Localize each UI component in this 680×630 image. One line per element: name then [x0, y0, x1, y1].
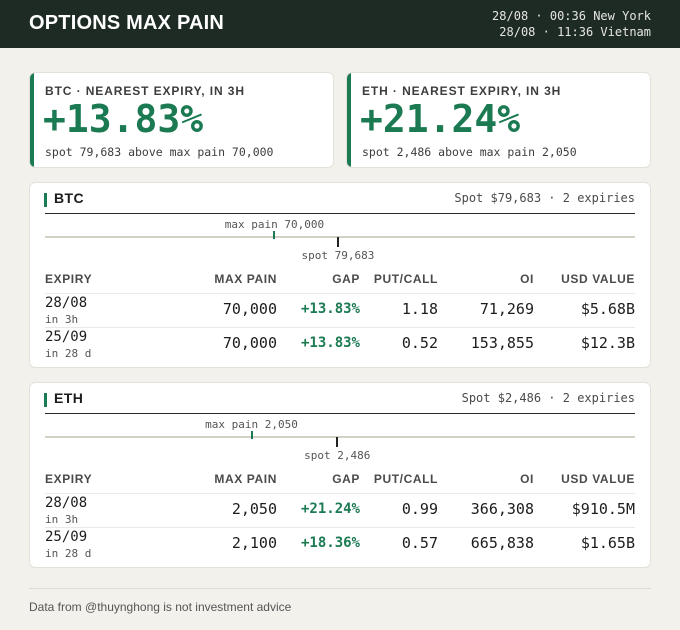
- panel-accent-bar: [44, 193, 47, 207]
- divider: [45, 213, 635, 214]
- time-vietnam: 28/08 · 11:36 Vietnam: [499, 25, 651, 39]
- price-scale: max pain 70,000 spot 79,683: [45, 217, 635, 265]
- time-new-york: 28/08 · 00:36 New York: [492, 9, 651, 23]
- disclaimer: Data from @thuynghong is not investment …: [29, 600, 292, 614]
- oi-value: 153,855: [470, 334, 534, 352]
- col-put-call: PUT/CALL: [373, 472, 438, 486]
- usd-value: $5.68B: [580, 300, 635, 318]
- col-oi: OI: [520, 272, 534, 286]
- col-expiry: EXPIRY: [45, 272, 93, 286]
- gap-value: +21.24%: [300, 501, 360, 517]
- clock-readout: 28/08 · 00:36 New York 28/08 · 11:36 Vie…: [492, 8, 651, 40]
- expiry-date: 28/08: [45, 495, 88, 511]
- summary-description: spot 2,486 above max pain 2,050: [362, 145, 577, 159]
- spot-marker: [336, 237, 339, 247]
- summary-card-eth: ETH · NEAREST EXPIRY, IN 3H +21.24% spot…: [346, 72, 651, 168]
- col-max-pain: MAX PAIN: [214, 472, 277, 486]
- table-header: EXPIRY MAX PAIN GAP PUT/CALL OI USD VALU…: [45, 471, 635, 491]
- table-row: 25/09 in 28 d 70,000 +13.83% 0.52 153,85…: [45, 327, 635, 361]
- panel-spot-summary: Spot $2,486 · 2 expiries: [461, 391, 635, 405]
- max-pain-value: 70,000: [222, 300, 277, 318]
- col-max-pain: MAX PAIN: [214, 272, 277, 286]
- panel-accent-bar: [44, 393, 47, 407]
- col-expiry: EXPIRY: [45, 472, 93, 486]
- max-pain-value: 2,100: [231, 534, 277, 552]
- gap-value: +18.36%: [300, 535, 360, 551]
- table-row: 28/08 in 3h 70,000 +13.83% 1.18 71,269 $…: [45, 293, 635, 327]
- expiry-countdown: in 3h: [45, 313, 79, 326]
- page-title: OPTIONS MAX PAIN: [29, 12, 225, 34]
- max-pain-label: max pain 2,050: [205, 418, 298, 431]
- table-row: 25/09 in 28 d 2,100 +18.36% 0.57 665,838…: [45, 527, 635, 561]
- max-pain-value: 2,050: [231, 500, 277, 518]
- oi-value: 366,308: [470, 500, 534, 518]
- col-put-call: PUT/CALL: [373, 272, 438, 286]
- divider: [45, 413, 635, 414]
- scale-axis: [45, 236, 635, 238]
- put-call-value: 0.57: [401, 534, 438, 552]
- expiry-date: 25/09: [45, 529, 88, 545]
- gap-value: +13.83%: [300, 301, 360, 317]
- max-pain-marker: [250, 431, 253, 439]
- col-oi: OI: [520, 472, 534, 486]
- app-header: OPTIONS MAX PAIN 28/08 · 00:36 New York …: [0, 0, 680, 48]
- max-pain-value: 70,000: [222, 334, 277, 352]
- summary-percent: +21.24%: [360, 97, 521, 141]
- col-gap: GAP: [332, 472, 360, 486]
- panel-btc: BTC Spot $79,683 · 2 expiries max pain 7…: [29, 182, 651, 368]
- oi-value: 665,838: [470, 534, 534, 552]
- max-pain-label: max pain 70,000: [224, 218, 325, 231]
- gap-value: +13.83%: [300, 335, 360, 351]
- usd-value: $12.3B: [580, 334, 635, 352]
- put-call-value: 1.18: [401, 300, 438, 318]
- put-call-value: 0.52: [401, 334, 438, 352]
- usd-value: $1.65B: [580, 534, 635, 552]
- panel-title: BTC: [54, 190, 84, 206]
- table-row: 28/08 in 3h 2,050 +21.24% 0.99 366,308 $…: [45, 493, 635, 527]
- scale-axis: [45, 436, 635, 438]
- spot-label: spot 79,683: [301, 249, 375, 262]
- price-scale: max pain 2,050 spot 2,486: [45, 417, 635, 465]
- accent-bar: [30, 73, 34, 167]
- table-header: EXPIRY MAX PAIN GAP PUT/CALL OI USD VALU…: [45, 271, 635, 291]
- summary-percent: +13.83%: [43, 97, 204, 141]
- col-gap: GAP: [332, 272, 360, 286]
- spot-marker: [336, 437, 339, 447]
- col-usd-value: USD VALUE: [561, 272, 635, 286]
- oi-value: 71,269: [479, 300, 534, 318]
- footer-divider: [29, 588, 651, 589]
- expiry-date: 25/09: [45, 329, 88, 345]
- expiry-countdown: in 3h: [45, 513, 79, 526]
- put-call-value: 0.99: [401, 500, 438, 518]
- expiry-countdown: in 28 d: [45, 347, 92, 360]
- summary-label: BTC · NEAREST EXPIRY, IN 3H: [45, 84, 245, 98]
- max-pain-marker: [273, 231, 276, 239]
- summary-label: ETH · NEAREST EXPIRY, IN 3H: [362, 84, 562, 98]
- usd-value: $910.5M: [571, 500, 635, 518]
- panel-title: ETH: [54, 390, 84, 406]
- panel-eth: ETH Spot $2,486 · 2 expiries max pain 2,…: [29, 382, 651, 568]
- spot-label: spot 2,486: [304, 449, 371, 462]
- summary-card-btc: BTC · NEAREST EXPIRY, IN 3H +13.83% spot…: [29, 72, 334, 168]
- expiry-date: 28/08: [45, 295, 88, 311]
- panel-spot-summary: Spot $79,683 · 2 expiries: [454, 191, 635, 205]
- expiry-countdown: in 28 d: [45, 547, 92, 560]
- accent-bar: [347, 73, 351, 167]
- col-usd-value: USD VALUE: [561, 472, 635, 486]
- summary-description: spot 79,683 above max pain 70,000: [45, 145, 274, 159]
